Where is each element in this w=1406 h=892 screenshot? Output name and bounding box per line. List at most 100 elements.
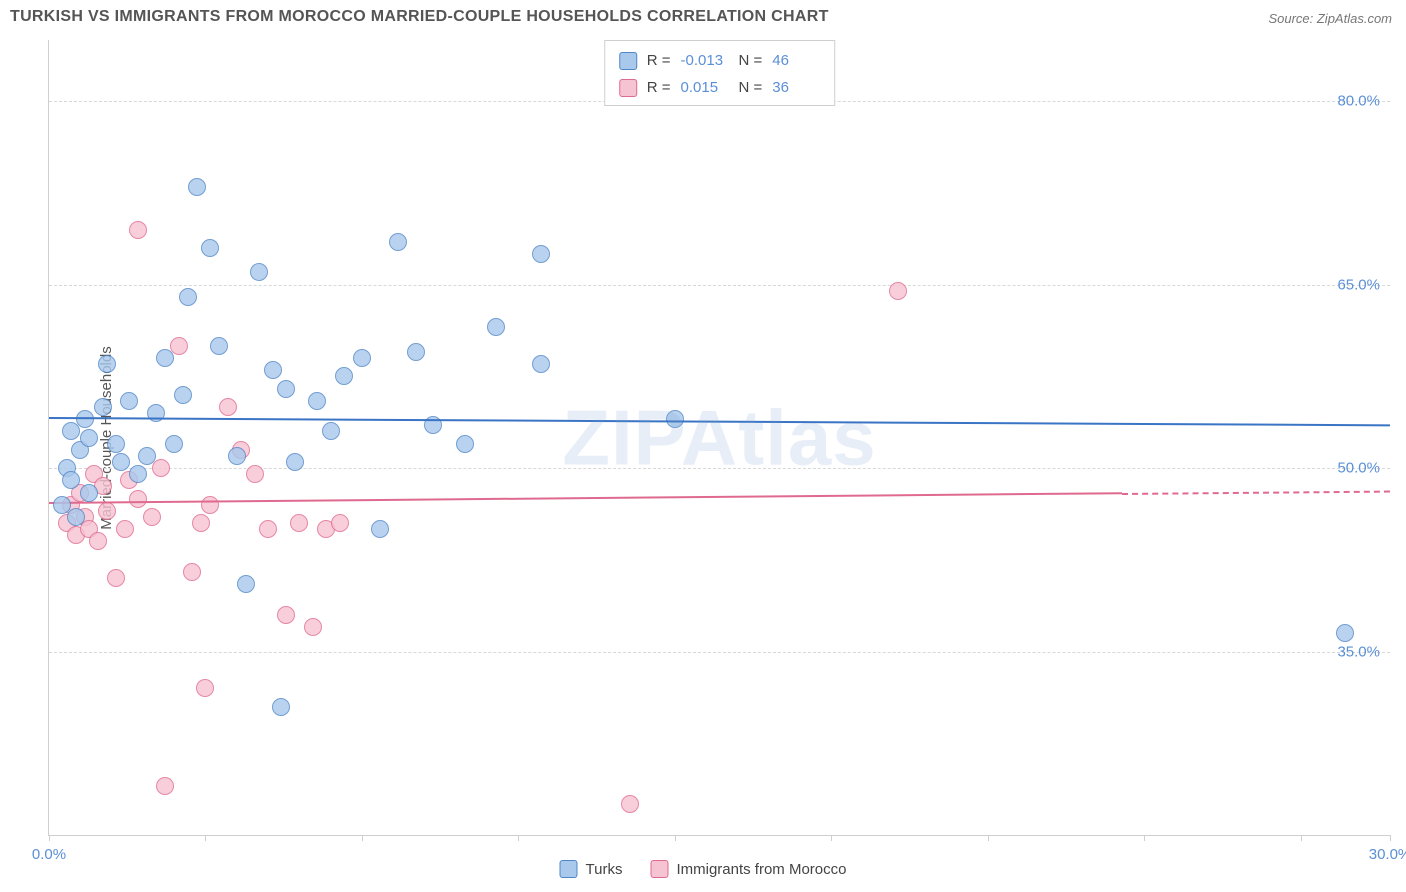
data-point-turks: [201, 239, 219, 257]
correlation-legend: R = -0.013 N = 46 R = 0.015 N = 36: [604, 40, 836, 106]
y-tick-label: 35.0%: [1337, 643, 1380, 660]
x-tick: [1301, 835, 1302, 841]
x-tick: [1390, 835, 1391, 841]
data-point-turks: [107, 435, 125, 453]
data-point-morocco: [129, 221, 147, 239]
x-tick: [1144, 835, 1145, 841]
trend-line-turks: [49, 417, 1390, 426]
data-point-morocco: [201, 496, 219, 514]
data-point-morocco: [621, 795, 639, 813]
data-point-turks: [532, 245, 550, 263]
chart-title: TURKISH VS IMMIGRANTS FROM MOROCCO MARRI…: [10, 8, 829, 26]
data-point-turks: [120, 392, 138, 410]
x-tick-label: 30.0%: [1369, 846, 1406, 863]
data-point-turks: [264, 361, 282, 379]
x-tick-label: 0.0%: [32, 846, 66, 863]
data-point-turks: [62, 471, 80, 489]
legend-swatch-turks: [619, 52, 637, 70]
data-point-turks: [156, 349, 174, 367]
data-point-turks: [487, 318, 505, 336]
gridline: [49, 652, 1390, 653]
x-tick: [988, 835, 989, 841]
data-point-turks: [335, 367, 353, 385]
data-point-turks: [67, 508, 85, 526]
legend-n-label: N =: [739, 74, 763, 101]
data-point-turks: [666, 410, 684, 428]
data-point-morocco: [98, 502, 116, 520]
series-label: Immigrants from Morocco: [676, 861, 846, 878]
legend-swatch-turks: [560, 860, 578, 878]
data-point-turks: [188, 178, 206, 196]
legend-r-value: -0.013: [681, 47, 729, 74]
x-tick: [49, 835, 50, 841]
data-point-turks: [228, 447, 246, 465]
data-point-turks: [80, 484, 98, 502]
legend-row-turks: R = -0.013 N = 46: [619, 47, 821, 74]
data-point-turks: [308, 392, 326, 410]
data-point-turks: [94, 398, 112, 416]
data-point-turks: [174, 386, 192, 404]
legend-n-value: 36: [772, 74, 820, 101]
data-point-turks: [277, 380, 295, 398]
data-point-morocco: [152, 459, 170, 477]
data-point-morocco: [196, 679, 214, 697]
data-point-morocco: [89, 532, 107, 550]
data-point-morocco: [192, 514, 210, 532]
data-point-turks: [80, 429, 98, 447]
data-point-turks: [210, 337, 228, 355]
data-point-turks: [389, 233, 407, 251]
data-point-morocco: [246, 465, 264, 483]
y-tick-label: 80.0%: [1337, 93, 1380, 110]
x-tick: [675, 835, 676, 841]
data-point-morocco: [156, 777, 174, 795]
data-point-turks: [237, 575, 255, 593]
data-point-morocco: [143, 508, 161, 526]
data-point-turks: [272, 698, 290, 716]
legend-n-label: N =: [739, 47, 763, 74]
data-point-morocco: [290, 514, 308, 532]
data-point-morocco: [331, 514, 349, 532]
y-tick-label: 50.0%: [1337, 460, 1380, 477]
data-point-turks: [165, 435, 183, 453]
data-point-turks: [322, 422, 340, 440]
data-point-morocco: [183, 563, 201, 581]
data-point-morocco: [277, 606, 295, 624]
data-point-morocco: [219, 398, 237, 416]
data-point-turks: [179, 288, 197, 306]
source-attribution: Source: ZipAtlas.com: [1268, 11, 1392, 26]
legend-n-value: 46: [772, 47, 820, 74]
data-point-turks: [98, 355, 116, 373]
x-tick: [518, 835, 519, 841]
legend-swatch-morocco: [619, 79, 637, 97]
x-tick: [205, 835, 206, 841]
series-label: Turks: [586, 861, 623, 878]
data-point-morocco: [304, 618, 322, 636]
trend-line-morocco-extrapolated: [1122, 490, 1390, 494]
data-point-morocco: [259, 520, 277, 538]
x-tick: [362, 835, 363, 841]
gridline: [49, 285, 1390, 286]
data-point-turks: [371, 520, 389, 538]
chart-area: Married-couple Households 35.0%50.0%65.0…: [48, 40, 1390, 836]
legend-r-label: R =: [647, 74, 671, 101]
data-point-turks: [1336, 624, 1354, 642]
data-point-turks: [407, 343, 425, 361]
data-point-morocco: [107, 569, 125, 587]
data-point-turks: [286, 453, 304, 471]
series-legend-item-turks: Turks: [560, 860, 623, 878]
data-point-turks: [456, 435, 474, 453]
legend-r-label: R =: [647, 47, 671, 74]
series-legend-item-morocco: Immigrants from Morocco: [650, 860, 846, 878]
y-tick-label: 65.0%: [1337, 276, 1380, 293]
legend-swatch-morocco: [650, 860, 668, 878]
data-point-morocco: [116, 520, 134, 538]
data-point-turks: [112, 453, 130, 471]
data-point-turks: [129, 465, 147, 483]
data-point-morocco: [129, 490, 147, 508]
x-tick: [831, 835, 832, 841]
data-point-morocco: [889, 282, 907, 300]
legend-row-morocco: R = 0.015 N = 36: [619, 74, 821, 101]
data-point-turks: [353, 349, 371, 367]
legend-r-value: 0.015: [681, 74, 729, 101]
data-point-turks: [138, 447, 156, 465]
